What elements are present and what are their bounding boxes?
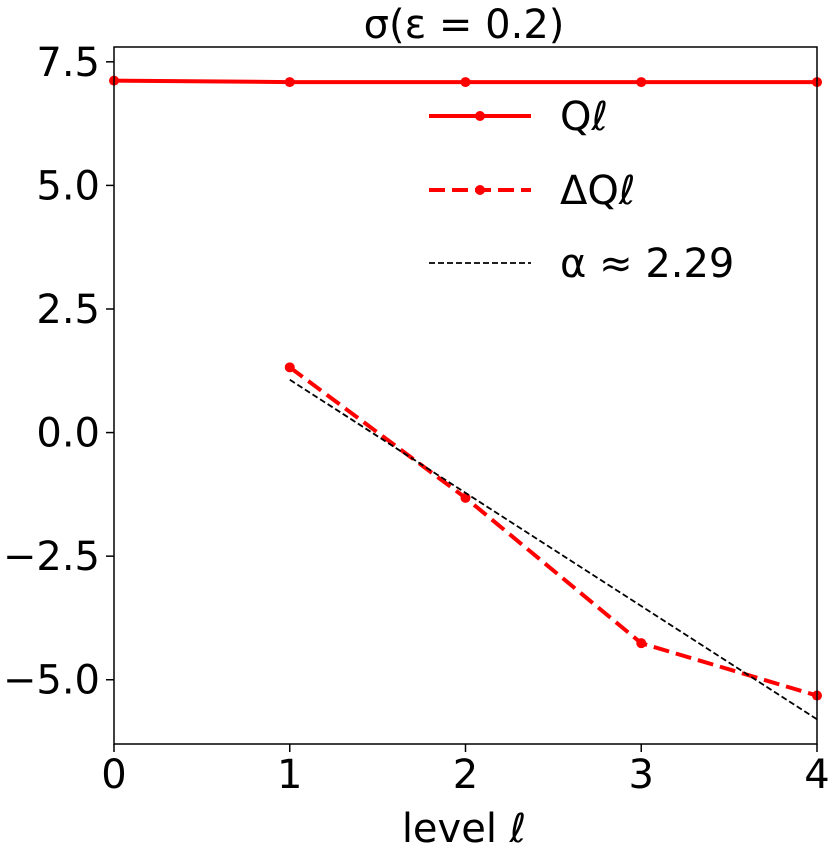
legend-marker [475, 111, 485, 121]
plot-area [109, 46, 822, 745]
y-tick-label: 2.5 [36, 287, 100, 333]
x-tick-label: 3 [629, 752, 654, 798]
x-tick-label: 1 [277, 752, 302, 798]
y-tick-label: 5.0 [36, 163, 100, 209]
x-tick-label: 2 [453, 752, 478, 798]
series-line-2 [289, 378, 818, 721]
legend-marker [475, 185, 485, 195]
y-axis: −5.0 −2.5 0.0 2.5 5.0 7.5 [3, 40, 114, 704]
data-point [636, 77, 647, 88]
x-axis: 0 1 2 3 4 [101, 744, 830, 798]
data-point [636, 638, 647, 649]
x-tick-label: 4 [804, 752, 829, 798]
legend: Qℓ ΔQℓ α ≈ 2.29 [429, 94, 734, 287]
legend-label: Qℓ [560, 94, 608, 140]
x-axis-label: level ℓ [402, 806, 526, 847]
y-tick-label: 0.0 [36, 411, 100, 457]
chart-title: σ(ε = 0.2) [364, 2, 565, 48]
x-tick-label: 0 [101, 752, 126, 798]
plot-frame [113, 46, 818, 745]
series-line-1 [288, 365, 818, 698]
legend-label: α ≈ 2.29 [560, 241, 734, 287]
data-point [460, 77, 471, 88]
y-tick-label: 7.5 [36, 40, 100, 86]
data-point [284, 77, 295, 88]
y-tick-label: −5.0 [3, 658, 100, 704]
legend-label: ΔQℓ [560, 168, 635, 214]
data-point [284, 362, 295, 373]
y-tick-label: −2.5 [3, 534, 100, 580]
